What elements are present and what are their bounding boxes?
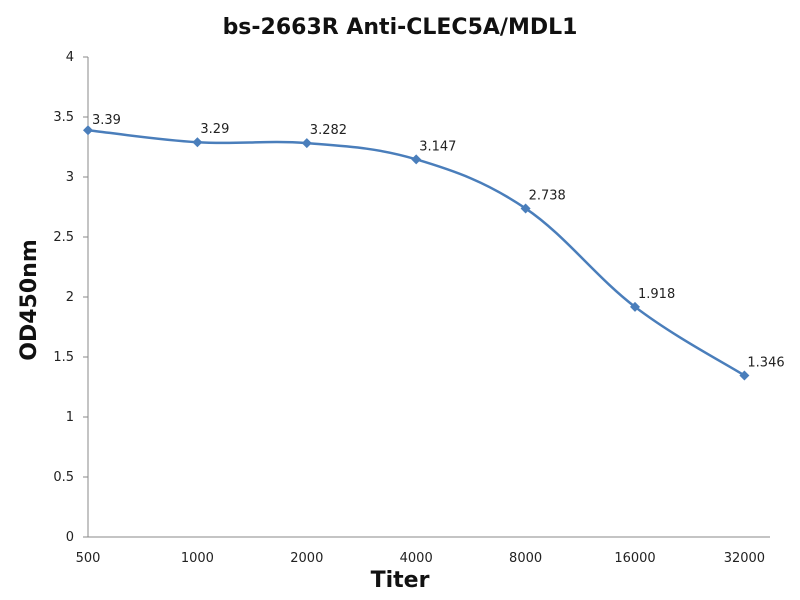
y-tick-label: 1.5: [53, 350, 74, 365]
series-line: [87, 128, 746, 377]
data-label: 1.346: [747, 355, 784, 370]
y-tick-label: 2.5: [53, 230, 74, 245]
y-tick-label: 0: [66, 530, 74, 545]
data-label: 3.147: [419, 139, 456, 154]
data-label: 2.738: [529, 188, 566, 203]
y-tick-label: 3.5: [53, 110, 74, 125]
data-label: 3.39: [92, 113, 121, 128]
data-point-marker: [83, 125, 93, 136]
x-tick-label: 32000: [724, 551, 765, 566]
y-axis-title: OD450nm: [17, 239, 42, 360]
x-axis-ticks: 500 1000 2000 4000 8000 16000 32000: [76, 551, 765, 566]
x-axis-title: Titer: [371, 568, 430, 593]
data-point-marker: [520, 203, 531, 214]
data-label: 1.918: [638, 287, 675, 302]
x-tick-label: 16000: [614, 551, 655, 566]
x-tick-label: 500: [76, 551, 101, 566]
data-label: 3.29: [200, 122, 229, 137]
data-point-marker: [739, 370, 750, 381]
x-tick-label: 4000: [400, 551, 433, 566]
y-tick-label: 1: [66, 410, 74, 425]
y-tick-label: 3: [66, 170, 74, 185]
data-point-marker: [301, 138, 312, 149]
data-point-marker: [411, 154, 422, 165]
data-labels: 3.39 3.29 3.282 3.147 2.738 1.918 1.346: [92, 113, 785, 370]
y-tick-label: 2: [66, 290, 74, 305]
y-axis-ticks: 0 0.5 1 1.5 2 2.5 3 3.5 4: [53, 50, 88, 545]
x-tick-label: 8000: [509, 551, 542, 566]
data-point-marker: [630, 301, 640, 312]
x-tick-label: 1000: [181, 551, 214, 566]
data-point-marker: [192, 137, 203, 148]
y-tick-label: 0.5: [53, 470, 74, 485]
chart-title: bs-2663R Anti-CLEC5A/MDL1: [223, 15, 578, 40]
series-markers: [83, 125, 750, 381]
y-tick-label: 4: [66, 50, 74, 65]
x-tick-label: 2000: [290, 551, 323, 566]
data-label: 3.282: [310, 123, 347, 138]
